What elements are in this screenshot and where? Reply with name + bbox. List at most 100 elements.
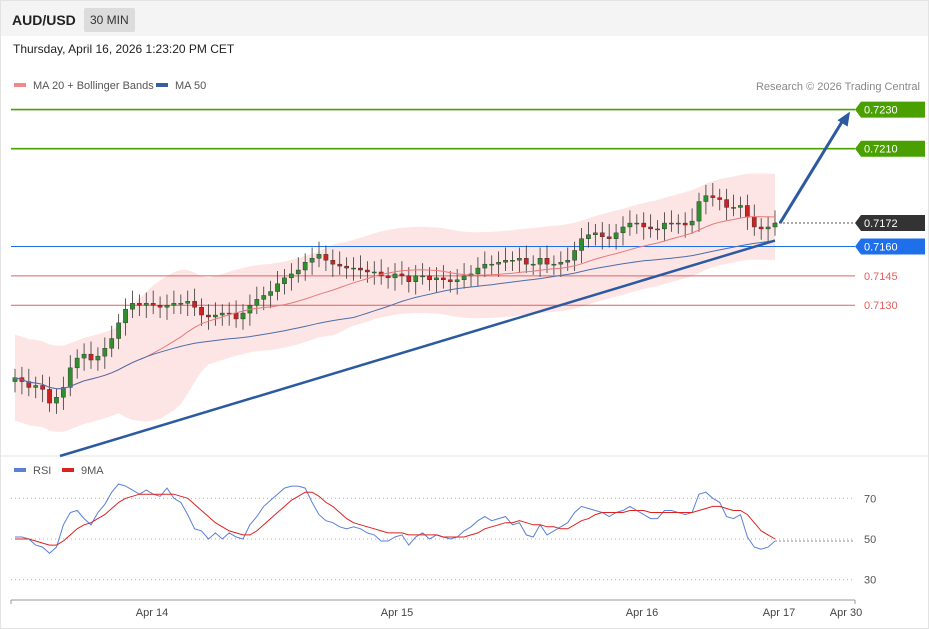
candle-body	[33, 385, 39, 388]
candle-body	[641, 222, 647, 228]
candle-body	[351, 267, 356, 270]
candle-body	[572, 250, 577, 261]
candle	[102, 337, 108, 369]
candle-body	[254, 299, 260, 306]
candle-body	[454, 279, 460, 282]
candle	[67, 355, 73, 397]
candle	[427, 267, 432, 291]
legend-rsi: RSI	[14, 465, 51, 477]
candle	[261, 286, 267, 311]
level-label-0.7130: 0.7130	[864, 300, 898, 312]
candle	[358, 255, 363, 279]
candle	[130, 290, 135, 318]
candle-body	[765, 226, 771, 230]
trendline	[59, 239, 776, 458]
x-tick-label: Apr 15	[381, 607, 413, 619]
level-tag-0.7160	[855, 238, 925, 255]
ma50-swatch-icon	[156, 83, 168, 88]
candle-body	[164, 305, 170, 308]
candle	[192, 288, 197, 317]
candle	[669, 210, 674, 232]
candle-body	[143, 303, 149, 306]
candle	[717, 188, 723, 211]
rsi-line	[15, 483, 776, 554]
candle-body	[662, 222, 667, 230]
candle-body	[137, 303, 142, 306]
candle	[655, 220, 660, 240]
candle	[703, 184, 709, 215]
candle-body	[109, 338, 115, 349]
x-tick-label: Apr 14	[136, 607, 168, 619]
candle-body	[365, 269, 370, 273]
candle-body	[510, 260, 515, 262]
candle-body	[447, 279, 453, 282]
candle-body	[558, 261, 564, 265]
candle-body	[696, 201, 702, 222]
candle	[724, 188, 729, 221]
candle	[171, 290, 177, 315]
candle-body	[441, 277, 446, 281]
candle-body	[593, 232, 598, 236]
candle-body	[745, 205, 750, 218]
candle	[199, 298, 204, 326]
candle	[475, 257, 481, 287]
candle	[765, 216, 771, 242]
candle-body	[102, 348, 108, 357]
candle-body	[427, 275, 432, 281]
candle	[371, 261, 377, 285]
candle-body	[399, 273, 405, 277]
candle	[178, 294, 184, 315]
candle-body	[772, 222, 778, 228]
candle-body	[599, 232, 605, 237]
rsi-legend-label: RSI	[33, 465, 52, 477]
candle	[662, 212, 667, 242]
candle	[558, 251, 564, 277]
candle	[551, 255, 557, 275]
header-bar: AUD/USD 30 MIN	[1, 1, 928, 36]
candle-body	[613, 232, 619, 239]
candle	[54, 388, 59, 414]
candle	[385, 267, 391, 289]
candle	[579, 227, 584, 264]
candle	[606, 224, 612, 248]
candle	[496, 251, 501, 277]
candle	[344, 257, 349, 279]
candle-body	[116, 322, 121, 339]
candle	[641, 212, 647, 240]
candle	[406, 267, 412, 293]
candle-body	[74, 357, 80, 369]
candle	[399, 261, 405, 285]
candle	[751, 204, 757, 236]
candle-body	[309, 258, 315, 263]
level-label-0.7160: 0.7160	[864, 242, 898, 254]
candle	[510, 251, 515, 271]
candle	[143, 292, 149, 318]
candle	[454, 269, 460, 295]
candle	[738, 196, 743, 219]
candle	[137, 294, 142, 317]
candle	[675, 214, 681, 234]
candle	[593, 224, 598, 246]
candle-body	[199, 307, 204, 316]
last-price-tag	[855, 215, 925, 232]
candle	[420, 263, 425, 285]
timeframe-button[interactable]: 30 MIN	[84, 8, 135, 32]
candle-body	[88, 353, 94, 361]
candle	[316, 241, 322, 268]
candle-body	[185, 301, 191, 304]
candle-body	[724, 199, 729, 208]
forecast-arrow-head-icon	[837, 111, 850, 127]
candle	[88, 341, 94, 369]
candle	[696, 192, 702, 232]
candle-body	[523, 258, 529, 265]
candle	[150, 290, 156, 315]
candle-body	[268, 291, 273, 296]
candle	[523, 245, 529, 273]
candle-body	[434, 277, 439, 281]
candle	[447, 271, 453, 293]
x-tick-label: Apr 16	[626, 607, 658, 619]
candle	[282, 269, 287, 295]
candle-body	[689, 220, 695, 226]
candle-body	[758, 226, 764, 230]
candle-body	[61, 387, 66, 398]
